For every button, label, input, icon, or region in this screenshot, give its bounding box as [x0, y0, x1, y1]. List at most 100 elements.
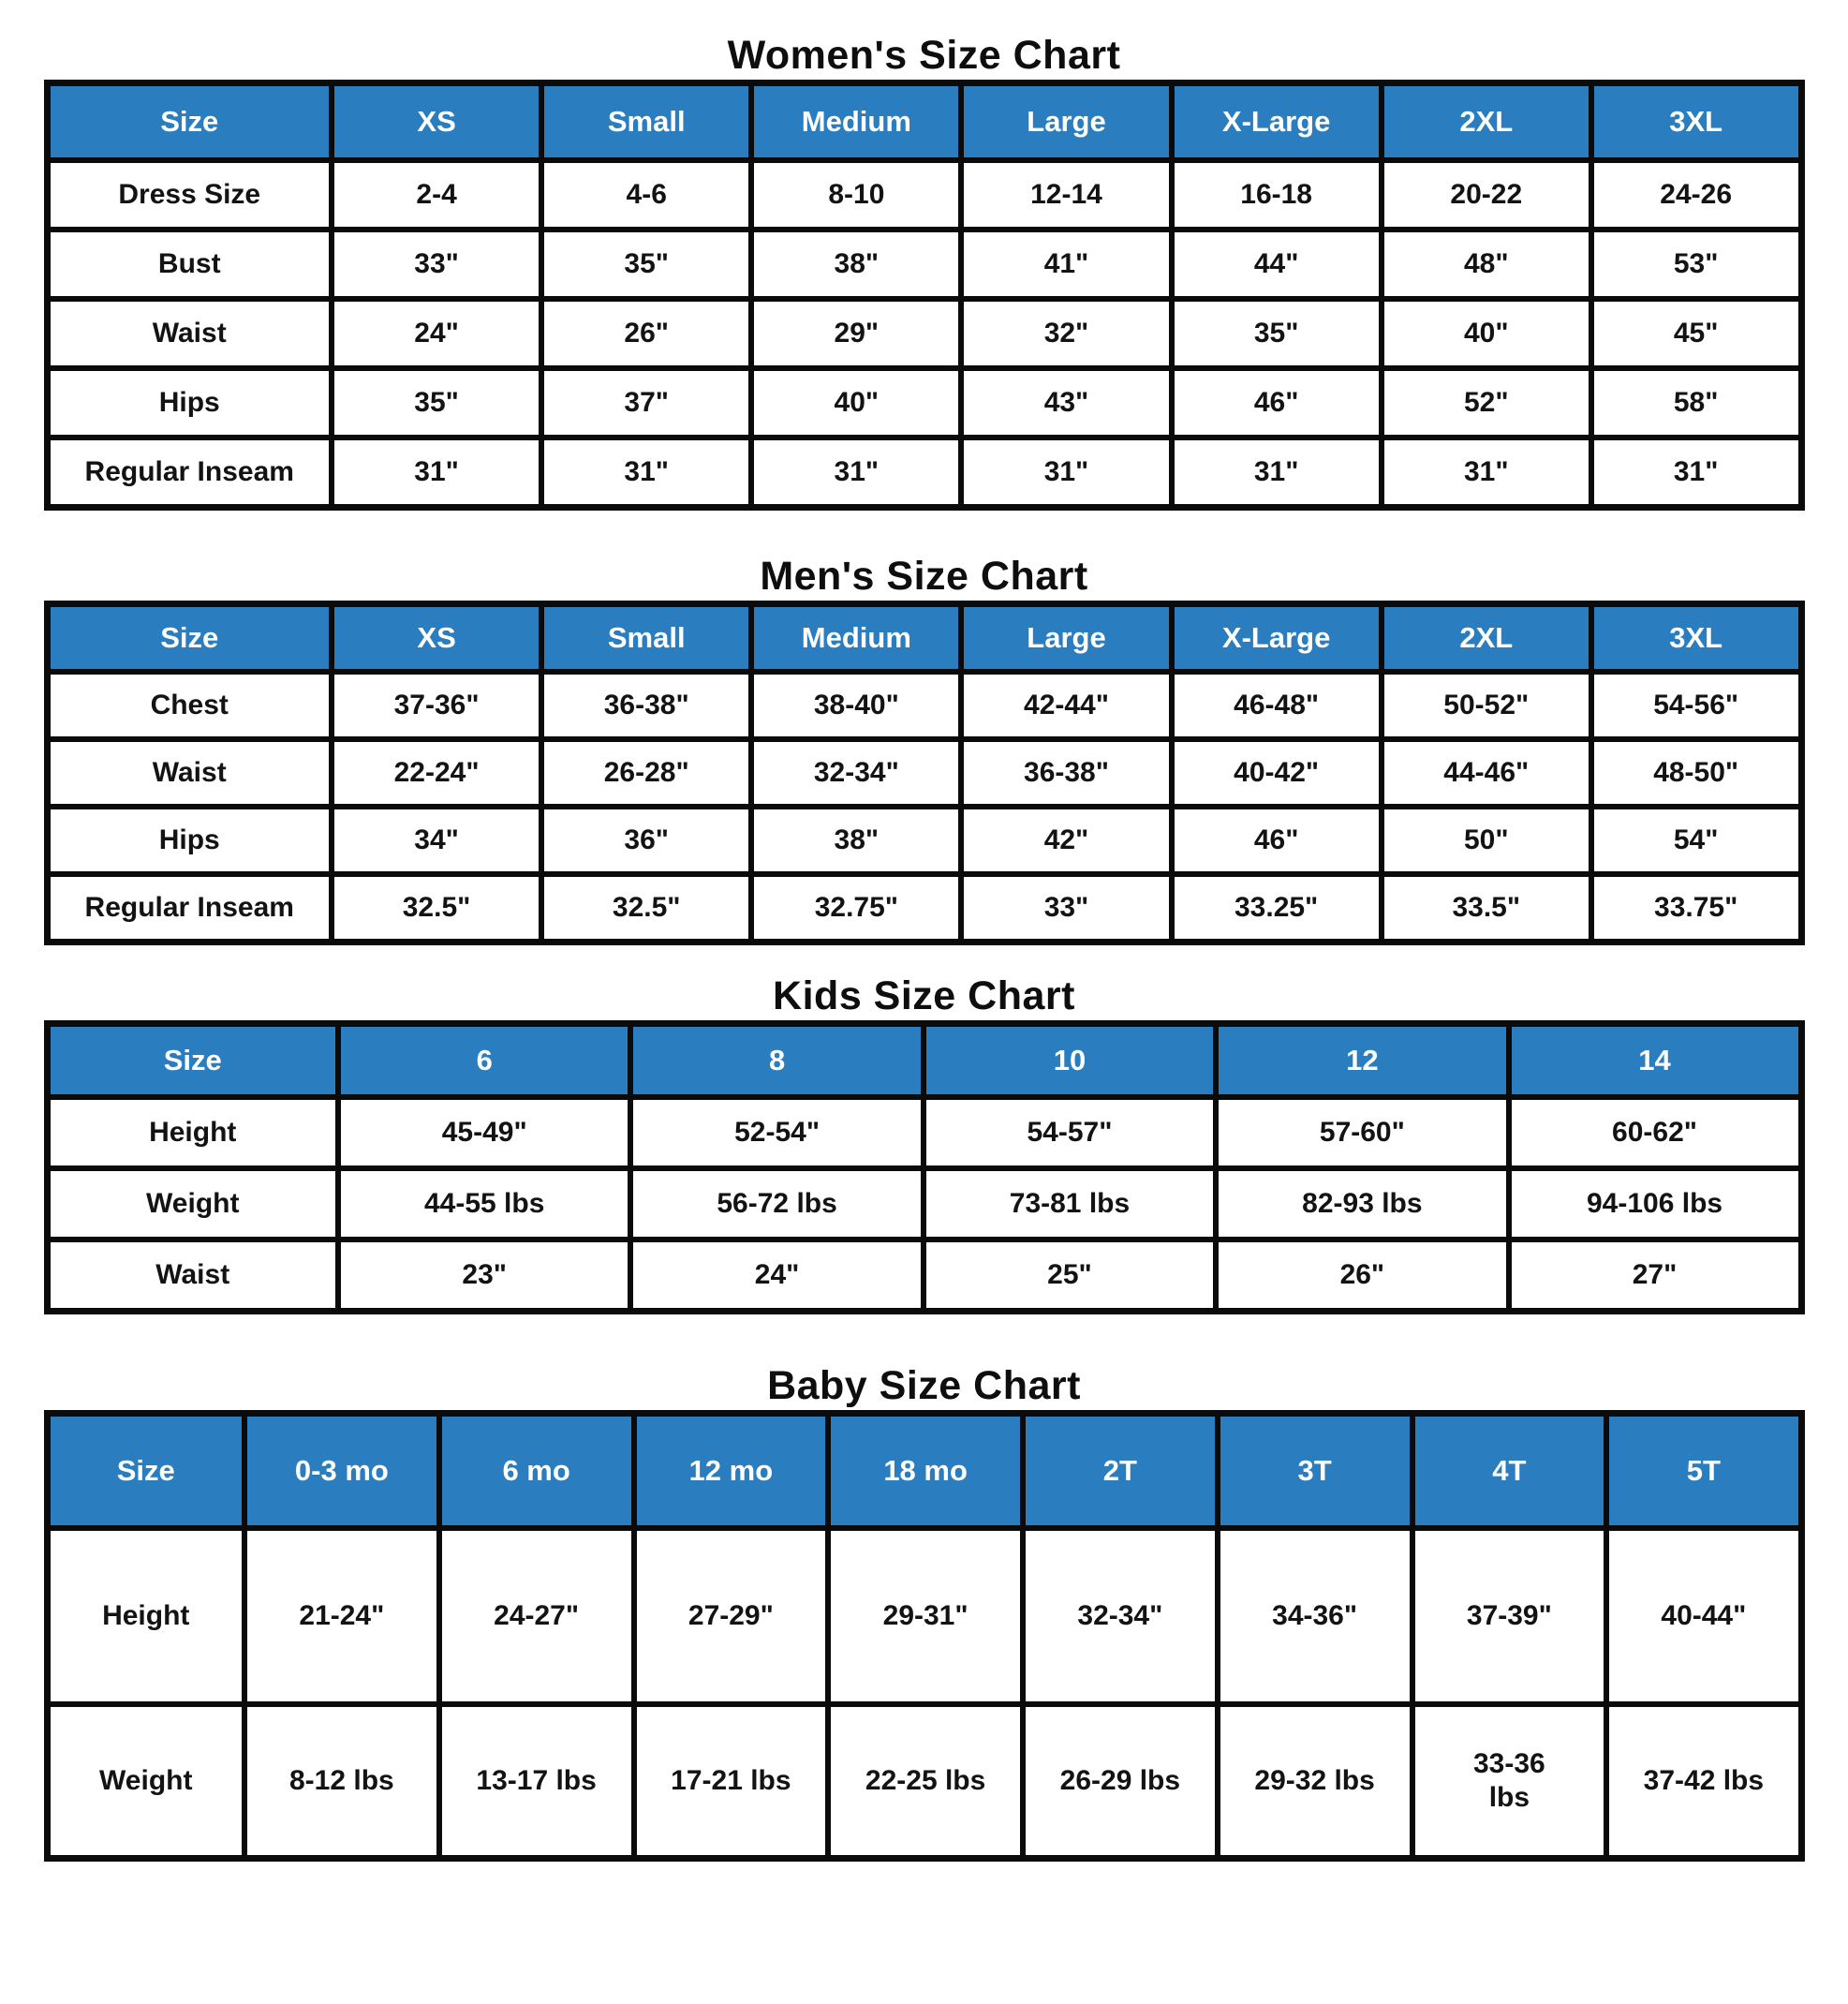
size-value-cell: 37-42 lbs — [1604, 1701, 1804, 1862]
row-label: Height — [44, 1525, 247, 1707]
table-row: Height 21-24" 24-27" 27-29" 29-31" 32-34… — [44, 1525, 1804, 1707]
column-header: Medium — [748, 601, 965, 675]
size-value-cell: 40" — [748, 365, 965, 440]
header-row: Size 0-3 mo 6 mo 12 mo 18 mo 2T 3T 4T 5T — [44, 1410, 1804, 1531]
row-label: Regular Inseam — [44, 435, 334, 511]
size-value-cell: 46-48" — [1168, 669, 1384, 742]
size-value-cell: 44-55 lbs — [334, 1165, 634, 1242]
column-header: Small — [539, 80, 755, 163]
baby-chart-title: Baby Size Chart — [767, 1363, 1081, 1408]
size-value-cell: 36-38" — [539, 669, 755, 742]
size-value-cell: 26" — [539, 296, 755, 371]
table-row: Chest 37-36" 36-38" 38-40" 42-44" 46-48"… — [44, 669, 1805, 742]
size-value-cell: 38" — [748, 804, 965, 877]
size-value-cell: 13-17 lbs — [436, 1701, 637, 1862]
size-value-cell: 29-31" — [825, 1525, 1026, 1707]
header-row: Size 6 8 10 12 14 — [44, 1020, 1805, 1100]
size-value-cell: 29-32 lbs — [1214, 1701, 1415, 1862]
column-header: X-Large — [1168, 601, 1384, 675]
size-value-cell: 32" — [958, 296, 1175, 371]
size-value-cell: 54" — [1588, 804, 1805, 877]
row-label: Waist — [44, 736, 334, 809]
size-value-cell: 31" — [958, 435, 1175, 511]
size-value-cell: 24" — [628, 1237, 926, 1314]
column-header: 3XL — [1588, 80, 1805, 163]
column-header: 10 — [920, 1020, 1220, 1100]
table-row: Bust 33" 35" 38" 41" 44" 48" 53" — [44, 227, 1805, 302]
womens-chart-title: Women's Size Chart — [727, 33, 1121, 78]
size-value-cell: 34-36" — [1214, 1525, 1415, 1707]
baby-size-table: Size 0-3 mo 6 mo 12 mo 18 mo 2T 3T 4T 5T… — [43, 1410, 1805, 1862]
size-value-cell: 24" — [328, 296, 545, 371]
size-value-cell: 22-24" — [328, 736, 545, 809]
column-header: Small — [539, 601, 755, 675]
header-row: Size XS Small Medium Large X-Large 2XL 3… — [44, 601, 1805, 675]
size-value-cell: 43" — [958, 365, 1175, 440]
column-header: 12 — [1213, 1020, 1512, 1100]
table-row: Hips 34" 36" 38" 42" 46" 50" 54" — [44, 804, 1805, 877]
size-value-cell: 40-44" — [1604, 1525, 1804, 1707]
column-header: 2XL — [1378, 601, 1594, 675]
row-label: Bust — [44, 227, 334, 302]
size-value-cell: 36" — [539, 804, 755, 877]
size-value-cell: 21-24" — [242, 1525, 442, 1707]
header-row: Size XS Small Medium Large X-Large 2XL 3… — [44, 80, 1805, 163]
size-value-cell: 16-18 — [1168, 157, 1384, 232]
size-value-cell: 44-46" — [1378, 736, 1594, 809]
size-value-cell: 35" — [539, 227, 755, 302]
size-value-cell: 31" — [1168, 435, 1384, 511]
row-label: Weight — [44, 1701, 247, 1862]
table-row: Dress Size 2-4 4-6 8-10 12-14 16-18 20-2… — [44, 157, 1805, 232]
size-value-cell: 73-81 lbs — [920, 1165, 1220, 1242]
column-header: 18 mo — [825, 1410, 1026, 1531]
size-value-cell: 32-34" — [1020, 1525, 1220, 1707]
size-value-cell: 8-10 — [748, 157, 965, 232]
size-value-cell: 32.75" — [748, 871, 965, 945]
table-row: Hips 35" 37" 40" 43" 46" 52" 58" — [44, 365, 1805, 440]
size-value-cell: 38" — [748, 227, 965, 302]
column-header: 0-3 mo — [242, 1410, 442, 1531]
size-value-cell: 34" — [328, 804, 545, 877]
size-value-cell: 50" — [1378, 804, 1594, 877]
size-value-cell: 82-93 lbs — [1213, 1165, 1512, 1242]
size-value-cell: 31" — [1378, 435, 1594, 511]
size-value-cell: 31" — [328, 435, 545, 511]
size-value-cell: 40" — [1378, 296, 1594, 371]
size-value-cell: 33-36 lbs — [1409, 1701, 1610, 1862]
size-value-cell: 32.5" — [539, 871, 755, 945]
column-header: 2T — [1020, 1410, 1220, 1531]
size-value-cell: 40-42" — [1168, 736, 1384, 809]
size-value-cell: 44" — [1168, 227, 1384, 302]
size-value-cell: 2-4 — [328, 157, 545, 232]
size-value-cell: 27-29" — [630, 1525, 832, 1707]
column-header: 12 mo — [630, 1410, 832, 1531]
column-header: Size — [44, 80, 334, 163]
column-header: Large — [958, 80, 1175, 163]
size-value-cell: 35" — [328, 365, 545, 440]
size-value-cell: 53" — [1588, 227, 1805, 302]
size-chart-page: { "page": { "background": "#ffffff", "ac… — [0, 31, 1848, 2004]
kids-chart-title: Kids Size Chart — [773, 973, 1075, 1018]
size-value-cell: 29" — [748, 296, 965, 371]
size-value-cell: 26" — [1213, 1237, 1512, 1314]
size-value-cell: 20-22 — [1378, 157, 1594, 232]
size-value-cell: 42" — [958, 804, 1175, 877]
table-row: Weight 8-12 lbs 13-17 lbs 17-21 lbs 22-2… — [44, 1701, 1804, 1862]
size-value-cell: 37-36" — [328, 669, 545, 742]
row-label: Dress Size — [44, 157, 334, 232]
size-value-cell: 22-25 lbs — [825, 1701, 1026, 1862]
size-value-cell: 56-72 lbs — [628, 1165, 926, 1242]
table-row: Height 45-49" 52-54" 54-57" 57-60" 60-62… — [44, 1094, 1805, 1171]
column-header: Size — [44, 1020, 341, 1100]
column-header: 6 — [334, 1020, 634, 1100]
size-value-cell: 52" — [1378, 365, 1594, 440]
size-value-cell: 31" — [1588, 435, 1805, 511]
size-value-cell: 50-52" — [1378, 669, 1594, 742]
row-label: Hips — [44, 804, 334, 877]
size-value-cell: 36-38" — [958, 736, 1175, 809]
size-value-cell: 45-49" — [334, 1094, 634, 1171]
mens-chart-title: Men's Size Chart — [760, 554, 1088, 599]
size-value-cell: 45" — [1588, 296, 1805, 371]
size-value-cell: 46" — [1168, 804, 1384, 877]
size-value-cell: 48-50" — [1588, 736, 1805, 809]
